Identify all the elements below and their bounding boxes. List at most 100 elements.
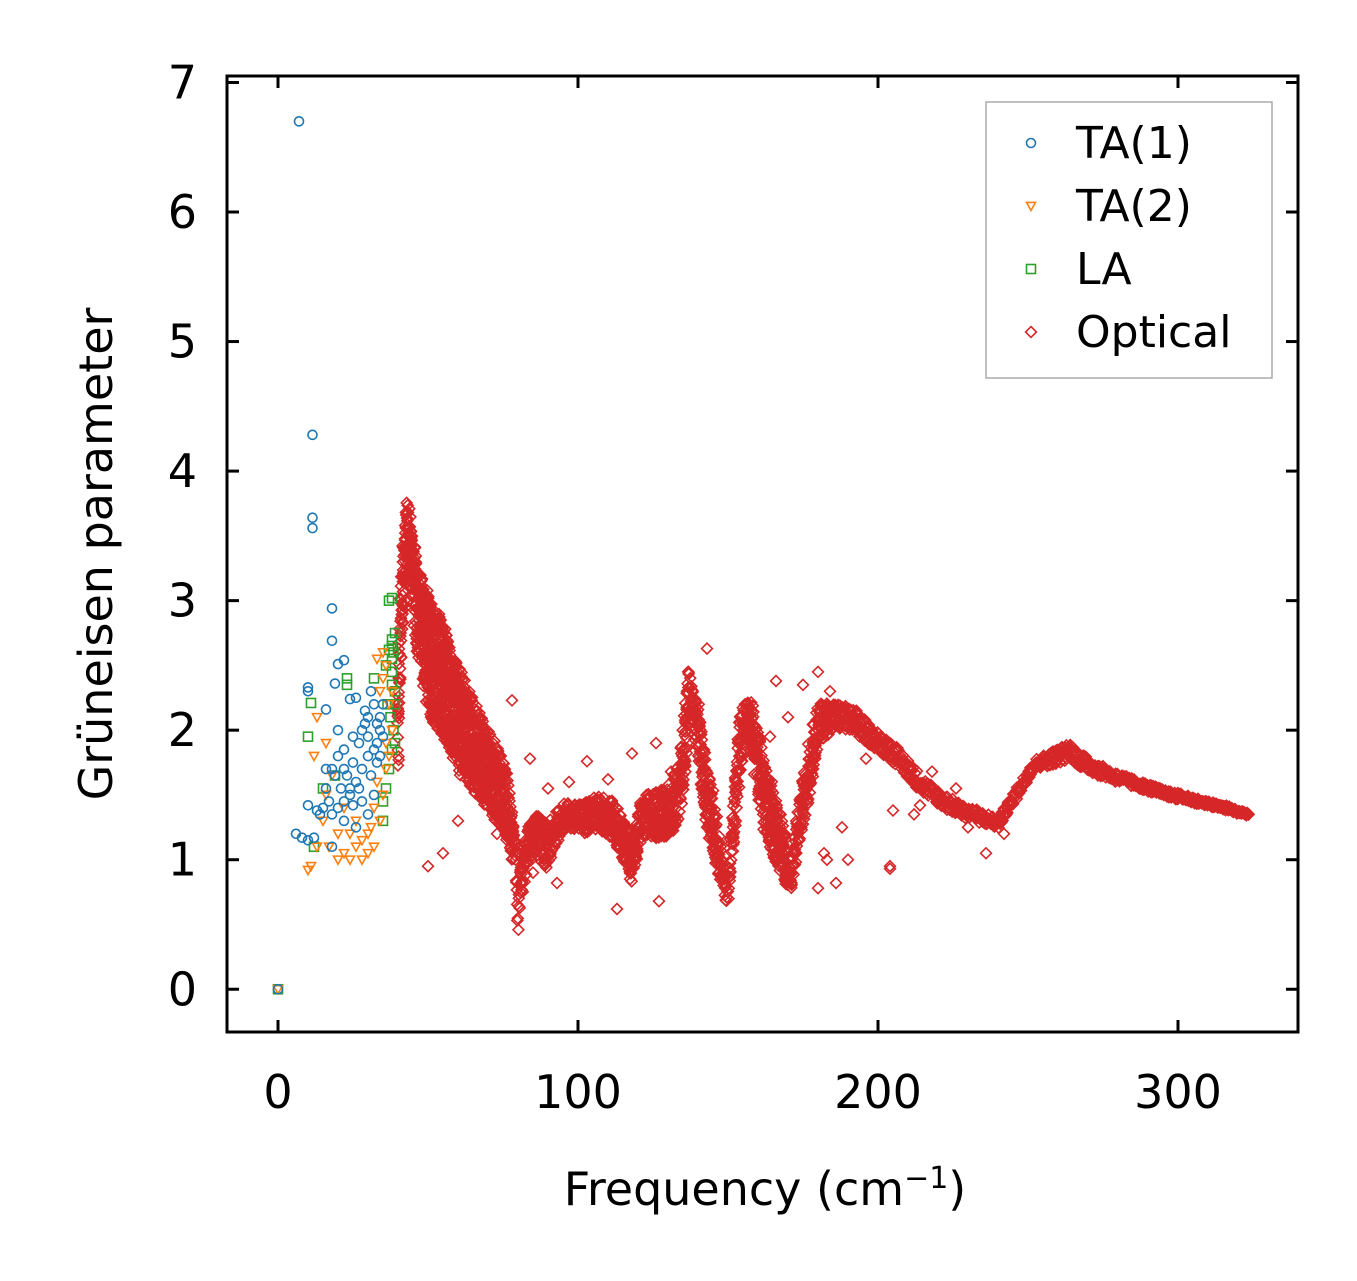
- data-point: [476, 714, 490, 728]
- data-point: [731, 774, 745, 788]
- data-point: [371, 718, 383, 729]
- data-point: [997, 827, 1011, 841]
- data-point: [347, 757, 359, 768]
- data-point: [961, 820, 975, 834]
- x-tick-label: 300: [1134, 1065, 1222, 1119]
- data-point: [386, 666, 398, 678]
- data-point: [806, 769, 820, 783]
- data-point: [731, 735, 745, 749]
- data-point: [356, 796, 368, 807]
- legend-label: TA(2): [1075, 181, 1192, 232]
- data-point: [505, 805, 519, 819]
- data-point: [389, 737, 401, 749]
- y-tick-label: 7: [168, 55, 197, 109]
- data-point: [730, 801, 744, 815]
- data-point: [374, 711, 386, 723]
- y-axis-label: Grüneisen parameter: [69, 307, 123, 800]
- data-point: [778, 830, 792, 844]
- data-point: [380, 764, 392, 776]
- data-point: [302, 800, 314, 811]
- data-point: [394, 634, 408, 648]
- data-point: [326, 841, 338, 853]
- data-point: [465, 690, 479, 704]
- data-point: [386, 686, 398, 698]
- data-point: [344, 829, 356, 840]
- data-point: [409, 555, 423, 569]
- data-point: [765, 775, 779, 789]
- data-point: [698, 753, 712, 767]
- data-point: [395, 615, 409, 629]
- data-point: [907, 807, 921, 821]
- data-point: [362, 809, 374, 820]
- data-point: [442, 641, 456, 655]
- data-point: [350, 842, 362, 853]
- data-point: [800, 793, 815, 807]
- data-point: [779, 828, 793, 842]
- data-point: [332, 855, 344, 866]
- data-point: [729, 783, 743, 797]
- data-point: [362, 829, 374, 840]
- data-point: [694, 725, 708, 739]
- data-point: [386, 592, 398, 604]
- data-point: [835, 820, 849, 834]
- data-point: [338, 763, 350, 775]
- data-point: [305, 861, 317, 873]
- data-point: [335, 783, 347, 794]
- series-optical: [390, 496, 1256, 937]
- data-point: [541, 781, 555, 795]
- legend-frame: [985, 101, 1273, 379]
- x-axis-label: Frequency (cm−1): [564, 1161, 967, 1217]
- data-point: [859, 752, 873, 766]
- data-point: [396, 599, 410, 613]
- data-layer: [272, 116, 1256, 996]
- data-point: [302, 834, 314, 846]
- data-point: [949, 781, 963, 795]
- x-tick-label: 0: [263, 1065, 292, 1119]
- data-point: [317, 802, 329, 814]
- data-point: [871, 736, 885, 750]
- data-point: [402, 502, 416, 516]
- data-point: [754, 741, 768, 755]
- data-point: [550, 876, 564, 890]
- data-point: [792, 833, 806, 847]
- data-point: [724, 853, 738, 867]
- data-point: [727, 835, 741, 849]
- data-point: [788, 843, 802, 857]
- data-point: [326, 603, 338, 614]
- data-point: [811, 665, 825, 679]
- data-point: [368, 842, 380, 853]
- data-point: [807, 753, 821, 767]
- data-point: [350, 816, 362, 827]
- data-point: [377, 698, 389, 710]
- data-point: [1241, 807, 1255, 821]
- legend-marker: [1024, 325, 1038, 339]
- data-point: [774, 808, 788, 822]
- data-point: [512, 899, 526, 913]
- data-point: [432, 607, 446, 621]
- data-point: [811, 881, 825, 895]
- series-ta-1-: [272, 116, 389, 995]
- data-point: [403, 510, 417, 524]
- legend-label: Optical: [1076, 307, 1231, 358]
- data-point: [726, 844, 740, 858]
- data-point: [374, 686, 386, 698]
- data-point: [726, 827, 740, 841]
- data-point: [338, 848, 350, 860]
- axis-ticks: 0 100 200 300 0 1 2 3 4 5 6 7: [168, 55, 1298, 1119]
- data-point: [757, 754, 771, 768]
- data-point: [332, 658, 344, 670]
- series-ta-2-: [272, 648, 398, 996]
- data-point: [311, 842, 323, 853]
- data-point: [365, 822, 377, 834]
- data-point: [523, 752, 537, 766]
- data-point: [386, 634, 398, 645]
- data-point: [753, 735, 767, 749]
- data-point: [353, 737, 365, 749]
- plot-frame: [225, 74, 1300, 1034]
- data-point: [709, 818, 723, 832]
- data-point: [311, 712, 323, 724]
- data-point: [396, 615, 410, 630]
- legend: TA(1) TA(2) LA Optical: [985, 101, 1273, 379]
- legend-marker: [1025, 137, 1037, 149]
- data-point: [475, 788, 489, 802]
